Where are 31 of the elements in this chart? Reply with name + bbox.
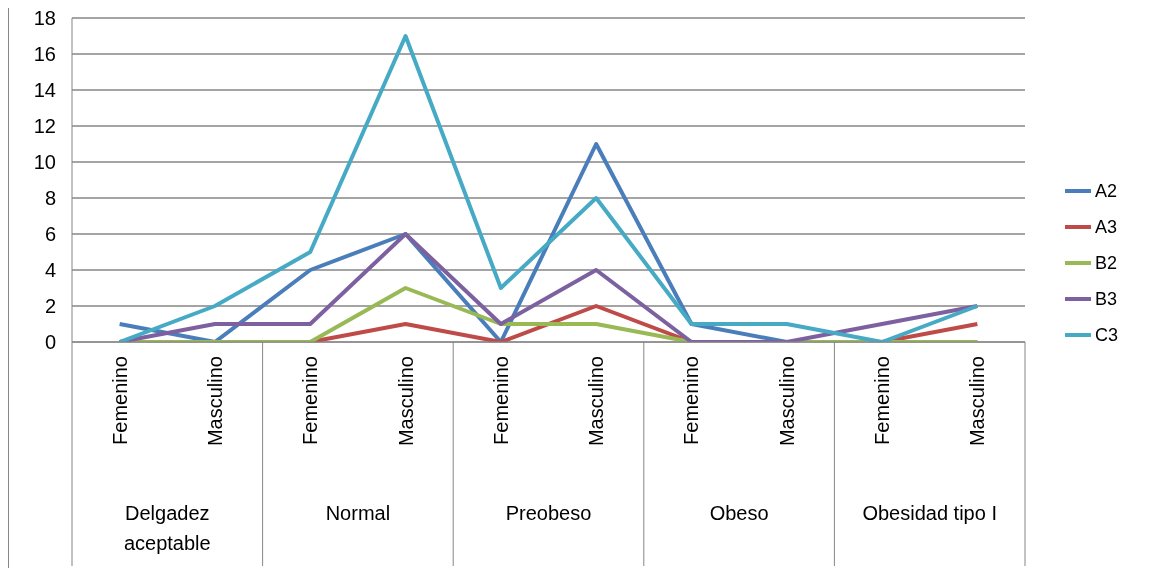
x-tick-label: Femenino [871,356,894,445]
y-tick-label: 14 [33,79,56,102]
y-tick-label: 12 [33,115,56,138]
legend-label: A3 [1095,216,1118,238]
y-tick-label: 8 [44,187,56,210]
legend-label: C3 [1095,324,1119,346]
legend-label: A2 [1095,180,1118,202]
text: Obesidad tipo I [861,501,998,526]
x-tick-label: Masculino [585,356,608,447]
legend-label: B3 [1095,288,1118,310]
x-tick-label: Masculino [203,356,226,447]
x-tick-label: Femenino [299,356,322,445]
x-tick-label: Femenino [680,356,703,445]
x-tick-label: Femenino [489,356,512,445]
y-tick-label: 10 [33,151,56,174]
text: Delgadez aceptable [122,501,212,556]
legend-label: B2 [1095,252,1118,274]
text: Obeso [708,501,770,526]
text: Normal [324,501,392,526]
y-tick-label: 18 [33,7,56,30]
y-tick-label: 0 [44,331,56,354]
line-series [117,34,980,342]
x-tick-label: Femenino [108,356,131,445]
y-tick-label: 4 [44,259,56,282]
x-tick-label: Masculino [966,356,989,447]
x-tick-label: Masculino [775,356,798,447]
x-tick-label: Masculino [394,356,417,447]
y-tick-label: 2 [44,295,56,318]
text: Preobeso [504,501,593,526]
y-tick-label: 6 [44,223,56,246]
y-tick-label: 16 [33,43,56,66]
